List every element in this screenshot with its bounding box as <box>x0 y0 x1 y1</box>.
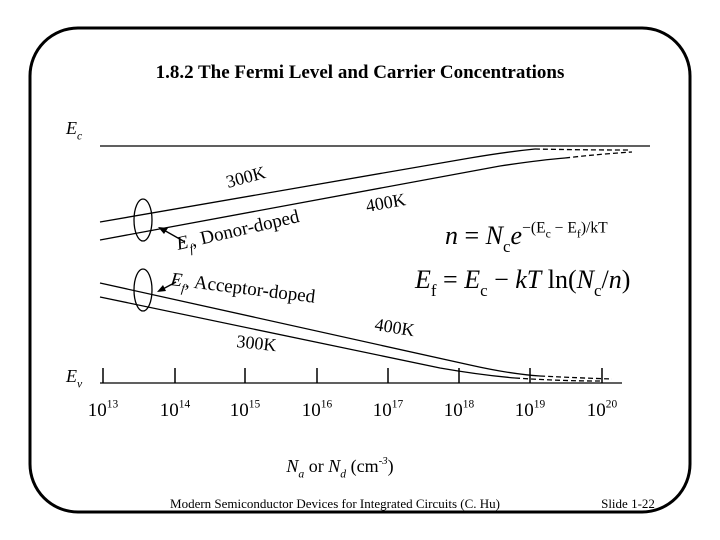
text-part: f <box>577 228 581 241</box>
text-part: E <box>536 219 546 236</box>
text-part: ) <box>388 456 394 477</box>
x-tick-label: 1016 <box>302 398 333 421</box>
text-part: 10 <box>587 400 606 421</box>
text-part: ) <box>622 265 631 294</box>
text-part: N <box>327 456 341 476</box>
x-tick-label: 1015 <box>230 398 261 421</box>
equation: Ef = Ec − kT ln(Nc/n) <box>414 265 630 300</box>
text-part: 10 <box>302 400 321 421</box>
text-part: c <box>77 129 83 142</box>
text-part: E <box>463 265 480 294</box>
text-part: N <box>485 221 505 250</box>
acceptor-arrowhead <box>157 285 166 292</box>
text-part: n <box>445 221 458 250</box>
slide-number: Slide 1-22 <box>601 496 655 511</box>
label-300k: 300K <box>236 331 278 355</box>
x-tick-label: 1017 <box>373 398 404 421</box>
text-part: 19 <box>534 398 546 410</box>
text-part: c <box>594 281 602 300</box>
text-part: a <box>298 467 304 480</box>
text-part: 14 <box>179 398 191 410</box>
text-part: n <box>609 265 622 294</box>
text-part: f <box>188 241 196 256</box>
text-part: N <box>576 265 596 294</box>
text-part: N <box>285 456 299 476</box>
text-part: kT <box>515 265 543 294</box>
equation: n = Nce−(Ec − Ef)/kT <box>445 219 608 256</box>
text-part: E <box>65 366 77 386</box>
x-tick-label: 1014 <box>160 398 191 421</box>
text-part: − <box>551 219 568 236</box>
text-part: = <box>437 265 465 294</box>
ec-label: Ec <box>65 118 83 142</box>
text-part: (cm <box>346 456 378 477</box>
text-part: E <box>567 219 577 236</box>
text-part: 16 <box>321 398 333 410</box>
acceptor-300k-dash <box>514 377 601 382</box>
x-tick-label: 1013 <box>88 398 119 421</box>
text-part: 10 <box>515 400 534 421</box>
text-part: / <box>601 265 609 294</box>
ev-label: Ev <box>65 366 83 390</box>
donor-400k-curve <box>99 157 566 241</box>
donor-400k-dash <box>564 151 633 159</box>
text-part: = <box>458 221 486 250</box>
text-part: E <box>168 269 183 291</box>
donor-ellipse <box>133 198 153 242</box>
text-part: 10 <box>88 400 107 421</box>
text-part: c <box>546 228 551 241</box>
text-part: 10 <box>444 400 463 421</box>
title: 1.8.2 The Fermi Level and Carrier Concen… <box>156 62 565 83</box>
acceptor-400k-curve <box>99 282 541 377</box>
x-tick-label: 1018 <box>444 398 475 421</box>
text-part: c <box>480 281 488 300</box>
text-part: 13 <box>107 398 119 410</box>
x-axis-label: Na or Nd (cm-3) <box>285 455 393 481</box>
donor-300k-curve <box>99 148 536 223</box>
footer-credit: Modern Semiconductor Devices for Integra… <box>170 496 500 511</box>
acceptor-400k-dash <box>539 375 613 380</box>
text-part: f <box>180 281 187 296</box>
x-tick-label: 1019 <box>515 398 546 421</box>
text-part: v <box>77 377 83 390</box>
slide-frame <box>28 26 692 514</box>
text-part: 300K <box>236 331 278 355</box>
diagram-lines <box>99 145 650 384</box>
text-part: e <box>511 221 523 250</box>
text-part: − <box>488 265 516 294</box>
text-part: E <box>65 118 77 138</box>
text-part: )/ <box>581 219 591 236</box>
text-part: d <box>340 467 346 480</box>
text-part: E <box>414 265 431 294</box>
text-part: f <box>431 281 437 300</box>
text-part: 18 <box>463 398 475 410</box>
x-tick-label: 1020 <box>587 398 618 421</box>
donor-300k-dash <box>534 148 631 151</box>
text-part: −( <box>522 219 536 236</box>
text-part: ln( <box>541 265 576 294</box>
text-part: 15 <box>249 398 261 410</box>
text-part: 10 <box>160 400 179 421</box>
text-part: or <box>304 456 328 476</box>
text-part: -3 <box>379 455 389 467</box>
acceptor-300k-curve <box>99 296 516 379</box>
text-part: 10 <box>373 400 392 421</box>
text-part: c <box>503 237 511 256</box>
text-part: kT <box>590 219 608 236</box>
text-part: E <box>173 232 190 255</box>
acceptor-ellipse <box>133 268 153 312</box>
text-part: 10 <box>230 400 249 421</box>
text-part: 17 <box>392 398 404 410</box>
donor-arrowhead <box>158 227 168 234</box>
text-part: 20 <box>606 398 618 410</box>
